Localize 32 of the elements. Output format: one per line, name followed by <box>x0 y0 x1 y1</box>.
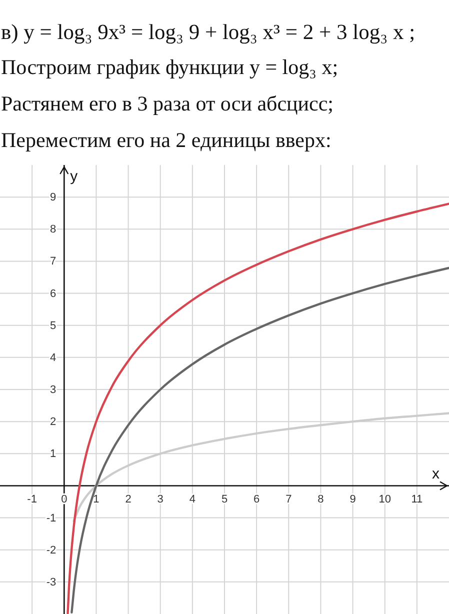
line-series <box>70 266 449 614</box>
x-tick-label: 4 <box>189 494 196 506</box>
x-tick-label: 5 <box>221 494 228 506</box>
chart-title: в) y = log₃ 9x³ = log₃ 9 + log₃ x³ = 2 + 3 log₃ x ; <box>1 20 416 44</box>
y-tick-label: 1 <box>50 448 56 460</box>
text: Переместим его на 2 единицы вверх: <box>1 128 332 152</box>
y-tick-label: 3 <box>50 384 56 396</box>
y-tick-label: 4 <box>50 352 56 364</box>
y-tick-label: 2 <box>50 416 56 428</box>
x-tick-label: 3 <box>157 494 164 506</box>
y-tick-label: -3 <box>46 576 56 588</box>
x-tick-label: 9 <box>350 494 356 506</box>
y-tick-label: 7 <box>50 256 56 268</box>
x-tick-label: 10 <box>378 494 391 506</box>
x-tick-label: 6 <box>254 494 260 506</box>
y-axis-title: y <box>70 168 78 185</box>
y-tick-label: 8 <box>50 224 56 236</box>
y-tick-label: -1 <box>46 512 56 524</box>
x-tick-label: -1 <box>27 494 37 506</box>
y-tick-label: 5 <box>50 320 56 332</box>
x-tick-label: 1 <box>93 494 100 506</box>
y-tick-label: 9 <box>50 192 56 204</box>
x-tick-label: 11 <box>411 494 423 506</box>
x-tick-label: 8 <box>318 494 324 506</box>
line-series <box>66 202 449 614</box>
text: Растянем его в 3 раза от оси абсцисс; <box>1 92 334 116</box>
text: Построим график функции y = log₃ x; <box>1 55 338 79</box>
y-tick-label: 6 <box>50 288 56 300</box>
x-tick-label: 7 <box>286 494 292 506</box>
x-tick-label: 2 <box>125 494 132 506</box>
y-tick-label: -2 <box>46 544 56 556</box>
x-axis-title: x <box>432 466 440 483</box>
